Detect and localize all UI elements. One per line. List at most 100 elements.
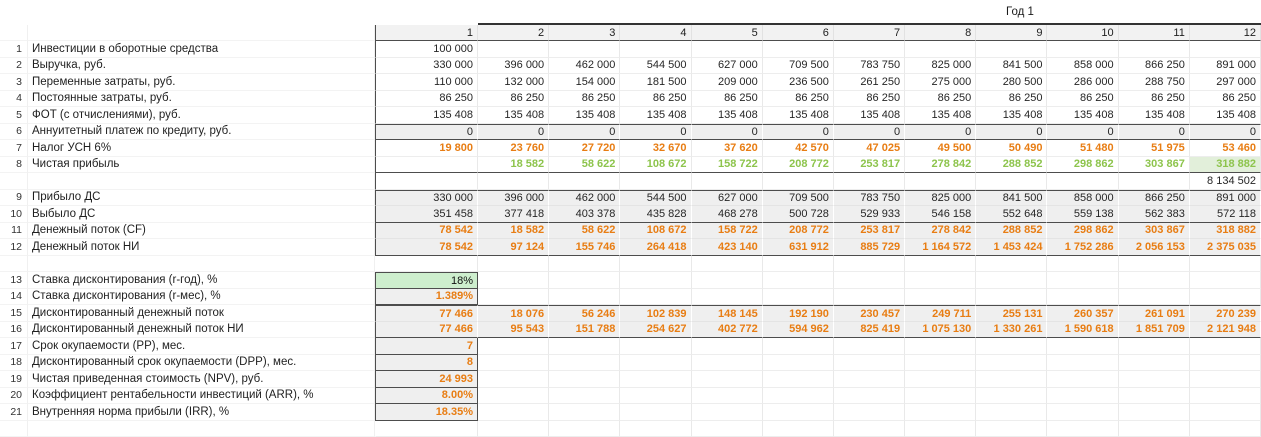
cell[interactable]: [833, 173, 906, 190]
cell[interactable]: [976, 288, 1048, 305]
cell[interactable]: [478, 387, 550, 404]
cell[interactable]: [976, 41, 1048, 58]
cell[interactable]: [762, 288, 834, 305]
cell[interactable]: [549, 41, 621, 58]
cell[interactable]: 37 620: [691, 140, 763, 157]
row-label[interactable]: Денежный поток НИ: [28, 239, 375, 256]
cell[interactable]: [1047, 272, 1119, 289]
cell[interactable]: 1 453 424: [976, 239, 1048, 256]
cell[interactable]: [905, 338, 977, 355]
cell[interactable]: [691, 354, 763, 371]
row-label[interactable]: Срок окупаемости (PP), мес.: [28, 338, 375, 355]
cell[interactable]: 330 000: [375, 57, 478, 74]
cell[interactable]: 47 025: [833, 140, 906, 157]
cell[interactable]: 18 076: [478, 305, 550, 322]
cell[interactable]: [620, 338, 692, 355]
row-label[interactable]: Дисконтированный денежный поток: [28, 305, 375, 322]
month-header-cell-11[interactable]: 11: [1118, 25, 1190, 41]
cell[interactable]: [375, 255, 478, 272]
month-header-cell-5[interactable]: 5: [691, 25, 763, 41]
cell[interactable]: 288 852: [976, 222, 1048, 239]
cell[interactable]: 86 250: [1118, 90, 1190, 107]
cell[interactable]: 95 543: [478, 321, 550, 338]
cell[interactable]: 0: [976, 123, 1048, 140]
cell[interactable]: [976, 272, 1048, 289]
cell[interactable]: 544 500: [620, 57, 692, 74]
cell[interactable]: 0: [691, 123, 763, 140]
cell[interactable]: [1118, 173, 1190, 190]
cell[interactable]: 8: [375, 354, 478, 371]
cell[interactable]: 552 648: [976, 206, 1048, 223]
cell[interactable]: 559 138: [1047, 206, 1119, 223]
cell[interactable]: 377 418: [478, 206, 550, 223]
cell[interactable]: 135 408: [976, 107, 1048, 124]
cell[interactable]: [1047, 420, 1119, 437]
cell[interactable]: [976, 173, 1048, 190]
cell[interactable]: [905, 354, 977, 371]
cell[interactable]: [833, 255, 906, 272]
cell[interactable]: 278 842: [905, 222, 977, 239]
cell[interactable]: 8 134 502: [1189, 173, 1261, 190]
cell[interactable]: [1118, 272, 1190, 289]
cell[interactable]: 132 000: [478, 74, 550, 91]
row-label[interactable]: Аннуитетный платеж по кредиту, руб.: [28, 123, 375, 140]
cell[interactable]: 1.389%: [375, 288, 478, 305]
cell[interactable]: 318 882: [1189, 156, 1261, 173]
cell[interactable]: [549, 255, 621, 272]
cell[interactable]: [375, 156, 478, 173]
cell[interactable]: [549, 288, 621, 305]
cell[interactable]: 858 000: [1047, 189, 1119, 206]
cell[interactable]: [762, 255, 834, 272]
cell[interactable]: [1189, 272, 1261, 289]
row-label[interactable]: Внутренняя норма прибыли (IRR), %: [28, 404, 375, 421]
cell[interactable]: [833, 338, 906, 355]
cell[interactable]: [1118, 371, 1190, 388]
cell[interactable]: 297 000: [1189, 74, 1261, 91]
cell[interactable]: 885 729: [833, 239, 906, 256]
cell[interactable]: 627 000: [691, 57, 763, 74]
cell[interactable]: 155 746: [549, 239, 621, 256]
cell[interactable]: [375, 173, 478, 190]
cell[interactable]: 270 239: [1189, 305, 1261, 322]
cell[interactable]: 32 670: [620, 140, 692, 157]
cell[interactable]: 298 862: [1047, 222, 1119, 239]
cell[interactable]: [1118, 338, 1190, 355]
cell[interactable]: 403 378: [549, 206, 621, 223]
cell[interactable]: 8.00%: [375, 387, 478, 404]
cell[interactable]: [1189, 420, 1261, 437]
cell[interactable]: [691, 420, 763, 437]
cell[interactable]: [478, 288, 550, 305]
cell[interactable]: 253 817: [833, 222, 906, 239]
cell[interactable]: [375, 420, 478, 437]
cell[interactable]: 866 250: [1118, 189, 1190, 206]
cell[interactable]: [1189, 338, 1261, 355]
cell[interactable]: [691, 255, 763, 272]
cell[interactable]: [691, 371, 763, 388]
cell[interactable]: 1 164 572: [905, 239, 977, 256]
cell[interactable]: [976, 354, 1048, 371]
cell[interactable]: 264 418: [620, 239, 692, 256]
cell[interactable]: [905, 387, 977, 404]
cell[interactable]: 396 000: [478, 57, 550, 74]
cell[interactable]: 330 000: [375, 189, 478, 206]
cell[interactable]: 148 145: [691, 305, 763, 322]
cell[interactable]: 544 500: [620, 189, 692, 206]
cell[interactable]: [905, 420, 977, 437]
cell[interactable]: 783 750: [833, 57, 906, 74]
cell[interactable]: [620, 288, 692, 305]
cell[interactable]: [1047, 371, 1119, 388]
cell[interactable]: [620, 41, 692, 58]
cell[interactable]: [478, 272, 550, 289]
cell[interactable]: 18.35%: [375, 404, 478, 421]
cell[interactable]: 0: [549, 123, 621, 140]
cell[interactable]: 709 500: [762, 57, 834, 74]
cell[interactable]: [691, 173, 763, 190]
cell[interactable]: 0: [833, 123, 906, 140]
cell[interactable]: 261 250: [833, 74, 906, 91]
cell[interactable]: 631 912: [762, 239, 834, 256]
cell[interactable]: [620, 255, 692, 272]
cell[interactable]: 135 408: [833, 107, 906, 124]
cell[interactable]: [1118, 288, 1190, 305]
cell[interactable]: 0: [1047, 123, 1119, 140]
cell[interactable]: 402 772: [691, 321, 763, 338]
